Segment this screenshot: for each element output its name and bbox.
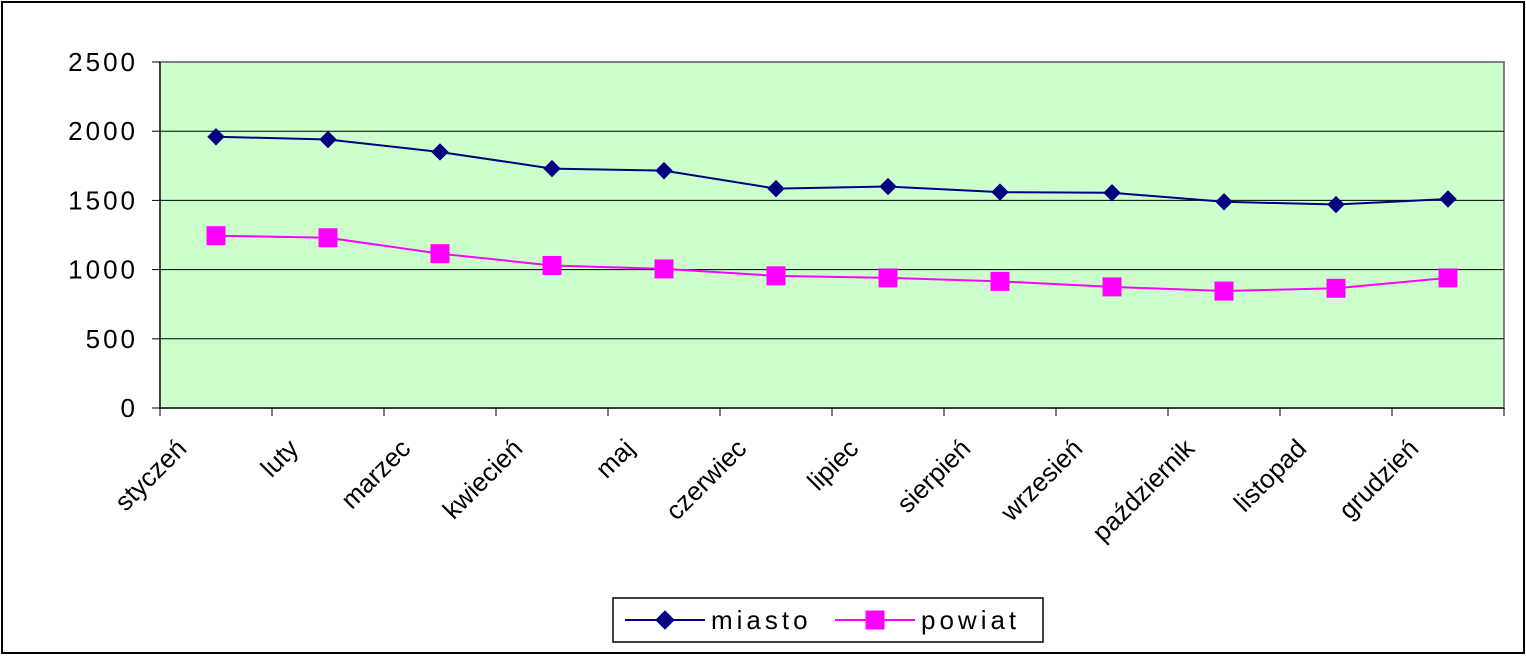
- data-point: [430, 244, 450, 264]
- legend-marker: [865, 610, 885, 630]
- y-tick-label: 1000: [68, 255, 138, 285]
- legend-entry-powiat: powiat: [835, 605, 1020, 635]
- data-point: [654, 259, 674, 279]
- y-tick-label: 2500: [68, 47, 138, 77]
- legend-label: miasto: [711, 605, 812, 635]
- data-point: [1214, 281, 1234, 301]
- y-tick-label: 0: [121, 393, 138, 423]
- data-point: [431, 143, 449, 161]
- data-point: [319, 130, 337, 149]
- series-powiat: [206, 226, 1458, 301]
- data-point: [1102, 277, 1122, 297]
- data-point: [1326, 278, 1346, 298]
- data-point: [878, 268, 898, 288]
- series-miasto: [207, 128, 1457, 214]
- data-point: [542, 255, 562, 275]
- plot-area: [159, 61, 1505, 409]
- data-point: [1327, 195, 1345, 214]
- data-point: [206, 226, 226, 246]
- data-point: [318, 228, 338, 248]
- data-point: [207, 128, 225, 146]
- data-point: [655, 161, 673, 180]
- y-tick-label: 1500: [68, 185, 138, 215]
- legend-label: powiat: [921, 605, 1020, 635]
- data-point: [543, 159, 561, 178]
- series-layer: [206, 128, 1458, 301]
- data-point: [1215, 193, 1233, 211]
- y-tick-label: 500: [86, 324, 138, 354]
- y-axis: 0 500 1000 1500 2000 2500: [68, 47, 161, 423]
- data-point: [990, 271, 1010, 291]
- data-point: [991, 183, 1009, 201]
- series-line-miasto: [215, 135, 1449, 206]
- data-point: [879, 177, 897, 196]
- legend-entry-miasto: miasto: [625, 605, 812, 635]
- legend-marker: [655, 610, 675, 630]
- data-point: [1103, 184, 1121, 202]
- data-point: [767, 179, 785, 198]
- data-point: [766, 266, 786, 286]
- gridlines: [160, 130, 1504, 340]
- series-line-powiat: [215, 234, 1449, 293]
- legend: miasto powiat: [612, 597, 1044, 643]
- data-point: [1438, 268, 1458, 288]
- data-point: [1439, 190, 1457, 208]
- y-tick-label: 2000: [68, 116, 138, 146]
